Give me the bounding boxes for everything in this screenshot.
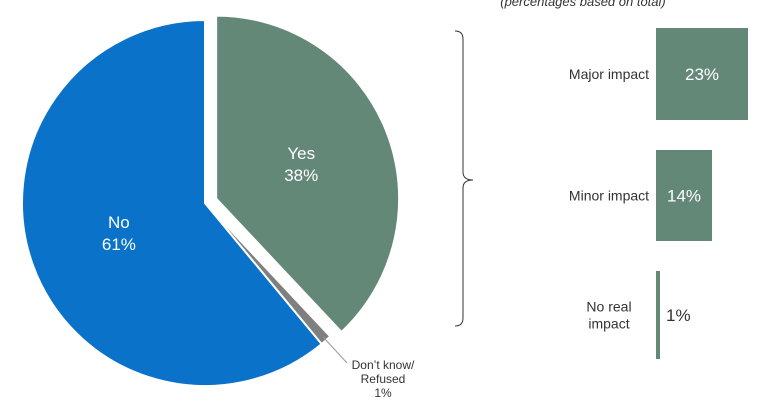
bar-category-no-real-impact: No real <box>586 299 631 315</box>
pie-slice-yes <box>215 14 401 334</box>
bar-value-minor-impact: 14% <box>667 187 701 206</box>
bar-category-no-real-impact: impact <box>588 316 629 332</box>
pie-slice-no <box>21 18 324 387</box>
bar-no-real-impact <box>656 271 660 359</box>
pie-label-dont-know-refused: Refused <box>361 372 406 386</box>
bar-value-no-real-impact: 1% <box>666 306 691 325</box>
pie-value-no: 61% <box>102 235 136 254</box>
bar-category-major-impact: Major impact <box>569 66 649 82</box>
leader-line <box>323 336 348 364</box>
pie-label-no: No <box>108 213 130 232</box>
pie-value-dont-know-refused: 1% <box>374 386 392 400</box>
pie-label-yes: Yes <box>287 144 315 163</box>
pie-label-dont-know-refused: Don’t know/ <box>352 358 415 372</box>
bracket <box>454 30 474 327</box>
bar-minor-impact <box>656 150 712 241</box>
bar-value-major-impact: 23% <box>685 65 719 84</box>
pie-value-yes: 38% <box>284 166 318 185</box>
bar-category-minor-impact: Minor impact <box>569 188 649 204</box>
bar-chart-subtitle: (percentages based on total) <box>500 0 666 9</box>
impact-bar-chart: (percentages based on total) 23% Major im… <box>500 0 748 359</box>
bar-major-impact <box>656 28 748 120</box>
